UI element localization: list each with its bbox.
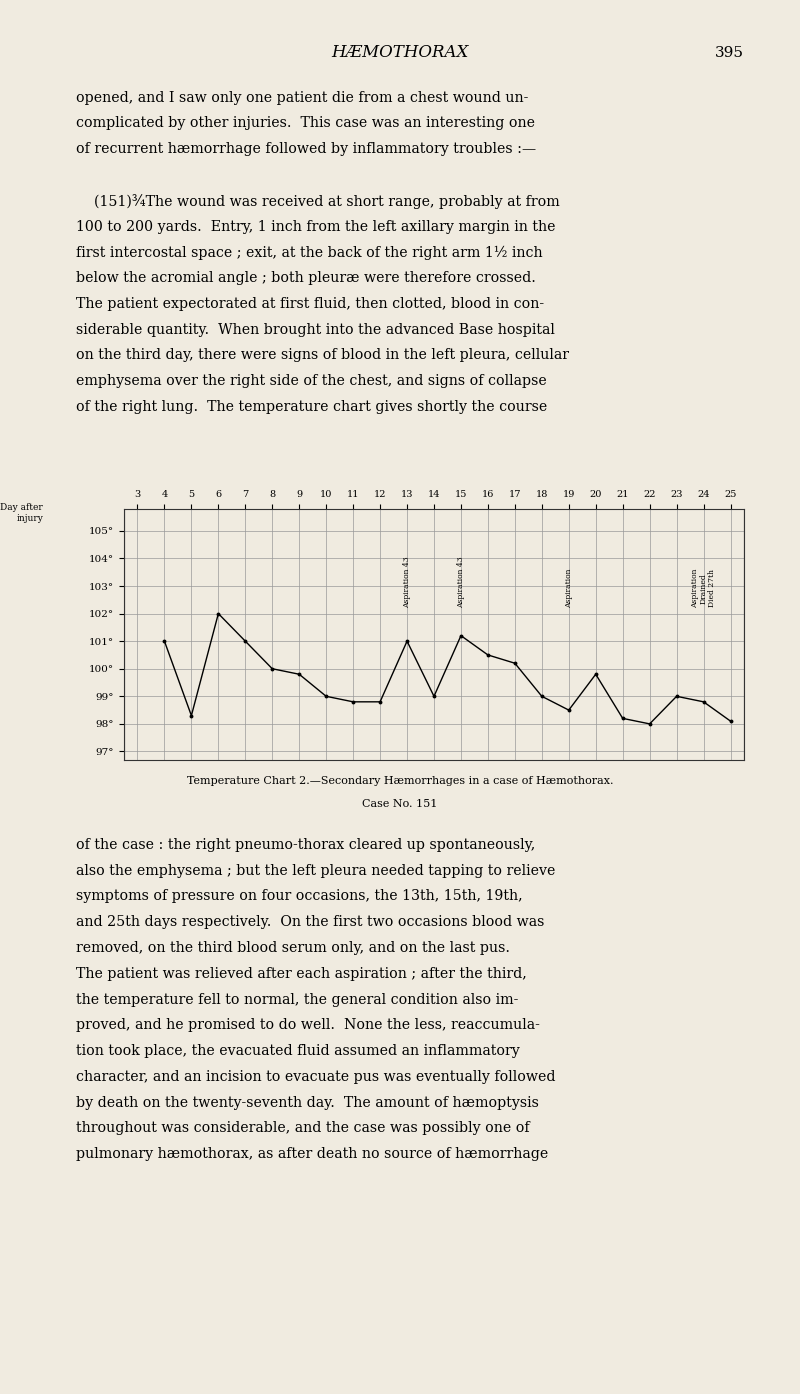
Text: symptoms of pressure on four occasions, the 13th, 15th, 19th,: symptoms of pressure on four occasions, … [76, 889, 522, 903]
Text: proved, and he promised to do well.  None the less, reaccumula-: proved, and he promised to do well. None… [76, 1018, 540, 1033]
Text: The patient was relieved after each aspiration ; after the third,: The patient was relieved after each aspi… [76, 967, 526, 981]
Text: Aspiration 43: Aspiration 43 [457, 556, 465, 608]
Text: complicated by other injuries.  This case was an interesting one: complicated by other injuries. This case… [76, 116, 535, 131]
Text: by death on the twenty-seventh day.  The amount of hæmoptysis: by death on the twenty-seventh day. The … [76, 1096, 539, 1110]
Text: on the third day, there were signs of blood in the left pleura, cellular: on the third day, there were signs of bl… [76, 348, 569, 362]
Text: character, and an incision to evacuate pus was eventually followed: character, and an incision to evacuate p… [76, 1071, 555, 1085]
Text: below the acromial angle ; both pleuræ were therefore crossed.: below the acromial angle ; both pleuræ w… [76, 270, 536, 286]
Text: Day after
injury: Day after injury [0, 503, 43, 523]
Text: and 25th days respectively.  On the first two occasions blood was: and 25th days respectively. On the first… [76, 914, 544, 930]
Text: 395: 395 [715, 46, 744, 60]
Text: Aspiration
Drained
Died 27th: Aspiration Drained Died 27th [691, 569, 716, 608]
Text: opened, and I saw only one patient die from a chest wound un-: opened, and I saw only one patient die f… [76, 91, 528, 105]
Text: Aspiration: Aspiration [565, 569, 573, 608]
Text: of recurrent hæmorrhage followed by inflammatory troubles :—: of recurrent hæmorrhage followed by infl… [76, 142, 536, 156]
Text: Temperature Chart 2.—Secondary Hæmorrhages in a case of Hæmothorax.: Temperature Chart 2.—Secondary Hæmorrhag… [186, 776, 614, 786]
Text: removed, on the third blood serum only, and on the last pus.: removed, on the third blood serum only, … [76, 941, 510, 955]
Text: tion took place, the evacuated fluid assumed an inflammatory: tion took place, the evacuated fluid ass… [76, 1044, 520, 1058]
Text: Case No. 151: Case No. 151 [362, 799, 438, 809]
Text: pulmonary hæmothorax, as after death no source of hæmorrhage: pulmonary hæmothorax, as after death no … [76, 1147, 548, 1161]
Text: of the case : the right pneumo-thorax cleared up spontaneously,: of the case : the right pneumo-thorax cl… [76, 838, 535, 852]
Text: (151)¾The wound was received at short range, probably at from: (151)¾The wound was received at short ra… [76, 194, 560, 209]
Text: siderable quantity.  When brought into the advanced Base hospital: siderable quantity. When brought into th… [76, 322, 555, 337]
Text: throughout was considerable, and the case was possibly one of: throughout was considerable, and the cas… [76, 1121, 530, 1136]
Text: The patient expectorated at first fluid, then clotted, blood in con-: The patient expectorated at first fluid,… [76, 297, 544, 311]
Text: HÆMOTHORAX: HÆMOTHORAX [331, 45, 469, 61]
Text: also the emphysema ; but the left pleura needed tapping to relieve: also the emphysema ; but the left pleura… [76, 863, 555, 878]
Text: Aspiration 43: Aspiration 43 [403, 556, 411, 608]
Text: 100 to 200 yards.  Entry, 1 inch from the left axillary margin in the: 100 to 200 yards. Entry, 1 inch from the… [76, 219, 555, 234]
Text: first intercostal space ; exit, at the back of the right arm 1½ inch: first intercostal space ; exit, at the b… [76, 245, 542, 259]
Text: the temperature fell to normal, the general condition also im-: the temperature fell to normal, the gene… [76, 993, 518, 1006]
Text: of the right lung.  The temperature chart gives shortly the course: of the right lung. The temperature chart… [76, 400, 547, 414]
Text: emphysema over the right side of the chest, and signs of collapse: emphysema over the right side of the che… [76, 374, 546, 389]
